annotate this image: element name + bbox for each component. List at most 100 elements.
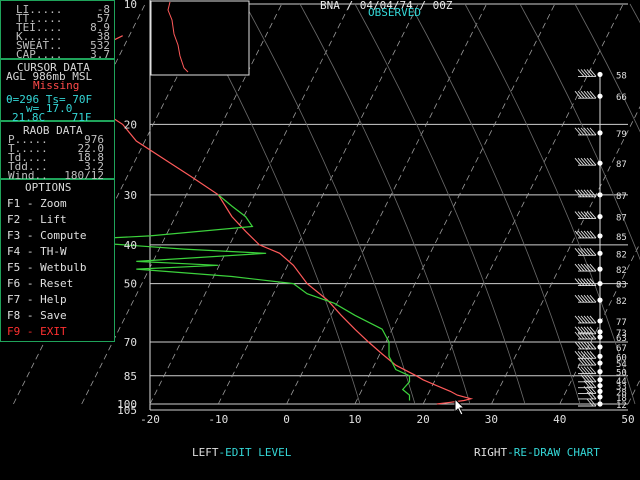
mouse-pointer-icon <box>454 398 466 416</box>
wind-barb <box>580 248 588 256</box>
wind-barb <box>586 374 594 383</box>
wind-point <box>597 377 603 383</box>
wind-barb <box>583 351 591 359</box>
wind-barb <box>583 357 591 366</box>
isotherm <box>559 242 640 405</box>
wind-barb <box>577 189 585 198</box>
wind-barb <box>580 278 588 286</box>
wind-barb <box>586 357 594 366</box>
wind-speed-label: 18 <box>616 394 627 404</box>
wind-barb <box>586 69 594 77</box>
dry-adiabat <box>464 3 636 405</box>
wind-point <box>597 160 603 166</box>
wind-barb <box>574 294 582 303</box>
wind-barb <box>583 315 591 324</box>
wind-barb <box>583 341 591 350</box>
raob-data-title: RAOB DATA <box>23 124 83 137</box>
dry-adiabat <box>409 3 581 405</box>
wind-point <box>597 329 603 335</box>
wind-barb <box>586 189 594 198</box>
temperature-line <box>67 35 474 405</box>
wind-barb <box>580 211 588 219</box>
option-compute[interactable]: F3 - Compute <box>7 229 87 242</box>
wind-barb <box>589 157 597 166</box>
wind-barb <box>574 278 582 286</box>
wind-speed-label: 82 <box>616 250 627 260</box>
wind-barb <box>577 248 585 256</box>
wind-barb <box>589 357 597 366</box>
y-tick-label: 105 <box>117 404 137 417</box>
dry-adiabat <box>244 3 416 405</box>
wind-point <box>597 71 603 78</box>
wind-point <box>597 394 603 400</box>
x-tick-label: -10 <box>208 413 228 426</box>
wind-barb <box>580 189 588 198</box>
wind-barb <box>586 331 594 340</box>
cursor-temp-line: 21.8C 71F <box>12 111 92 124</box>
wind-barb <box>589 189 597 198</box>
wind-barb <box>586 127 594 136</box>
dry-adiabat <box>299 3 471 405</box>
x-tick-label: 10 <box>348 413 361 426</box>
isotherm <box>286 3 487 405</box>
x-tick-label: 30 <box>485 413 498 426</box>
wind-barb <box>583 230 591 239</box>
wind-point <box>597 130 603 136</box>
wind-barb <box>589 211 597 219</box>
x-tick-label: 20 <box>417 413 430 426</box>
wind-barb <box>577 357 585 366</box>
wind-barb <box>589 278 597 286</box>
option-save[interactable]: F8 - Save <box>7 309 67 322</box>
wind-speed-label: 44 <box>616 377 627 387</box>
isotherm <box>627 379 640 405</box>
wind-barb <box>577 127 585 136</box>
option-help[interactable]: F7 - Help <box>7 293 67 306</box>
wind-barb <box>580 374 588 383</box>
wind-barb <box>580 351 588 359</box>
sounding-series <box>61 35 474 405</box>
x-tick-label: 0 <box>283 413 290 426</box>
wind-barb <box>580 157 588 166</box>
option-zoom[interactable]: F1 - Zoom <box>7 197 67 210</box>
y-tick-label: 50 <box>124 278 137 291</box>
option-wetbulb[interactable]: F5 - Wetbulb <box>7 261 87 274</box>
index-label: LI..... <box>16 3 63 16</box>
option-lift[interactable]: F2 - Lift <box>7 213 67 226</box>
wind-speed-label: 87 <box>616 192 627 202</box>
y-tick-label: 30 <box>124 189 137 202</box>
wind-speed-label: 82 <box>616 297 627 307</box>
wind-point <box>597 344 603 350</box>
hodograph-inset <box>150 0 250 76</box>
raob-value: 976 <box>84 133 104 146</box>
wind-speed-label: 73 <box>616 329 627 339</box>
options-panel <box>0 179 115 342</box>
wind-barb <box>574 263 582 272</box>
wind-barb <box>583 189 591 198</box>
wind-speed-label: 79 <box>616 130 627 140</box>
wind-point <box>597 250 603 256</box>
wind-point <box>597 297 603 303</box>
raob-label: Wind.. <box>8 169 48 182</box>
wind-speed-label: 33 <box>616 383 627 393</box>
option-reset[interactable]: F6 - Reset <box>7 277 74 290</box>
index-value: 8.9 <box>90 21 110 34</box>
wind-barb <box>586 315 594 324</box>
dewpoint-line <box>61 194 411 401</box>
wind-barb <box>586 90 594 99</box>
wind-barb <box>589 326 597 335</box>
raob-data-panel <box>0 121 115 179</box>
wind-speed-label: 54 <box>616 360 627 370</box>
wind-barb <box>583 263 591 272</box>
wind-barb <box>574 230 582 239</box>
x-tick-label: 50 <box>621 413 634 426</box>
option-th-w[interactable]: F4 - TH-W <box>7 245 67 258</box>
wind-barb <box>589 294 597 303</box>
footer-left-key: LEFT <box>192 446 219 459</box>
raob-value: 3.2 <box>84 160 104 173</box>
wind-point <box>597 383 603 389</box>
wind-barb <box>574 248 582 256</box>
option-exit[interactable]: F9 - EXIT <box>7 325 67 338</box>
wind-barb <box>586 366 594 374</box>
wind-barb <box>583 69 591 77</box>
dry-adiabat <box>354 3 526 405</box>
